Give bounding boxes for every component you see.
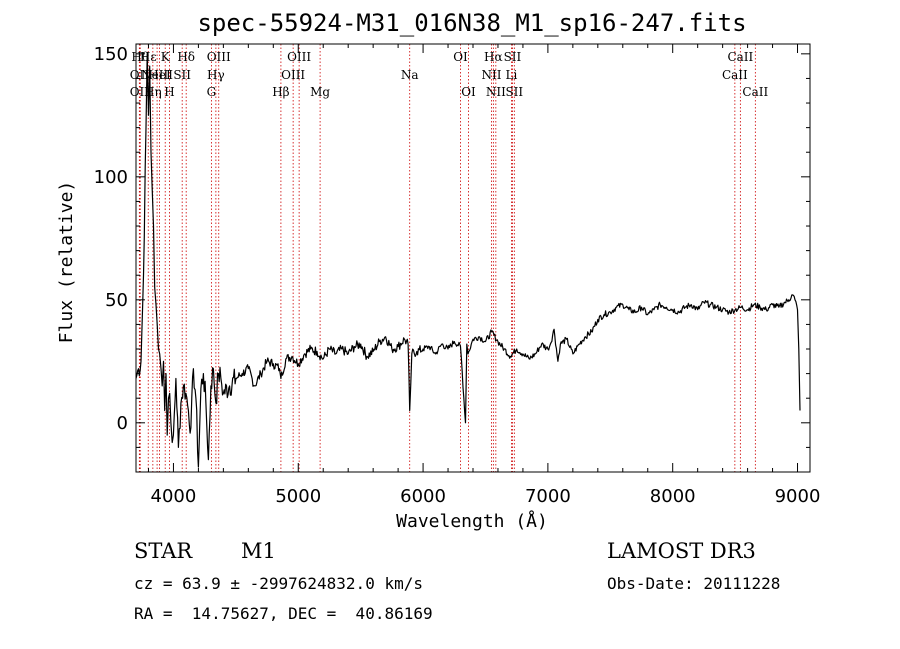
y-tick-label: 100 xyxy=(94,167,128,188)
survey-name: LAMOST DR3 xyxy=(607,539,756,563)
object-class: STAR xyxy=(134,539,193,563)
line-marker-label-12: Hγ xyxy=(207,68,225,82)
line-marker-label-19: OI xyxy=(453,50,468,64)
line-marker-label-2: OII xyxy=(130,85,150,99)
line-marker-label-3: Hε xyxy=(140,50,157,64)
line-marker-label-14: Hβ xyxy=(272,85,289,99)
object-subclass: M1 xyxy=(241,539,276,563)
x-tick-label: 9000 xyxy=(775,486,821,507)
coordinates-readout: RA = 14.75627, DEC = 40.86169 xyxy=(134,604,433,623)
x-axis-label: Wavelength (Å) xyxy=(396,510,548,532)
line-marker-label-26: SII xyxy=(505,85,523,99)
observation-date: Obs-Date: 20111228 xyxy=(607,574,780,593)
line-marker-label-28: CaII xyxy=(727,50,753,64)
line-marker-label-22: Hα xyxy=(484,50,503,64)
spectral-line-markers xyxy=(138,44,756,472)
line-marker-label-27: CaII xyxy=(722,68,748,82)
line-marker-label-16: OIII xyxy=(287,50,311,64)
y-axis-ticks: 0 50 100 150 xyxy=(94,44,810,448)
y-tick-label: 50 xyxy=(105,290,128,311)
line-marker-label-25: SII xyxy=(504,50,522,64)
line-marker-label-13: OIII xyxy=(207,50,231,64)
x-axis-ticks: 4000 5000 6000 7000 8000 9000 xyxy=(147,44,821,507)
y-tick-label: 150 xyxy=(94,44,128,65)
x-tick-label: 8000 xyxy=(650,486,696,507)
plot-frame xyxy=(135,43,811,473)
chart-title: spec-55924-M31_016N38_M1_sp16-247.fits xyxy=(197,9,746,37)
spectrum-line xyxy=(135,53,801,468)
line-marker-label-21: NII xyxy=(481,68,501,82)
spectral-line-labels: HθOIIOIIHεHηNeIIIHeIKHSIIHδGHγOIIIHβOIII… xyxy=(130,50,769,99)
line-marker-label-15: OIII xyxy=(281,68,305,82)
line-marker-label-29: CaII xyxy=(742,85,768,99)
line-marker-label-20: OI xyxy=(461,85,476,99)
line-marker-label-10: Hδ xyxy=(177,50,195,64)
line-marker-label-24: Li xyxy=(506,68,518,82)
y-tick-label: 0 xyxy=(117,413,128,434)
velocity-readout: cz = 63.9 ± -2997624832.0 km/s xyxy=(134,574,423,593)
x-tick-label: 5000 xyxy=(275,486,321,507)
line-marker-label-23: NII xyxy=(486,85,506,99)
line-marker-label-11: G xyxy=(207,85,217,99)
x-tick-label: 7000 xyxy=(525,486,571,507)
line-marker-label-7: K xyxy=(161,50,171,64)
x-tick-label: 6000 xyxy=(400,486,446,507)
line-marker-label-17: Mg xyxy=(310,85,330,99)
y-axis-label: Flux (relative) xyxy=(56,181,77,344)
x-tick-label: 4000 xyxy=(151,486,197,507)
line-marker-label-1: OII xyxy=(130,68,150,82)
line-marker-label-18: Na xyxy=(401,68,419,82)
line-marker-label-9: SII xyxy=(173,68,191,82)
line-marker-label-8: H xyxy=(164,85,174,99)
line-marker-label-6: HeI xyxy=(148,68,171,82)
